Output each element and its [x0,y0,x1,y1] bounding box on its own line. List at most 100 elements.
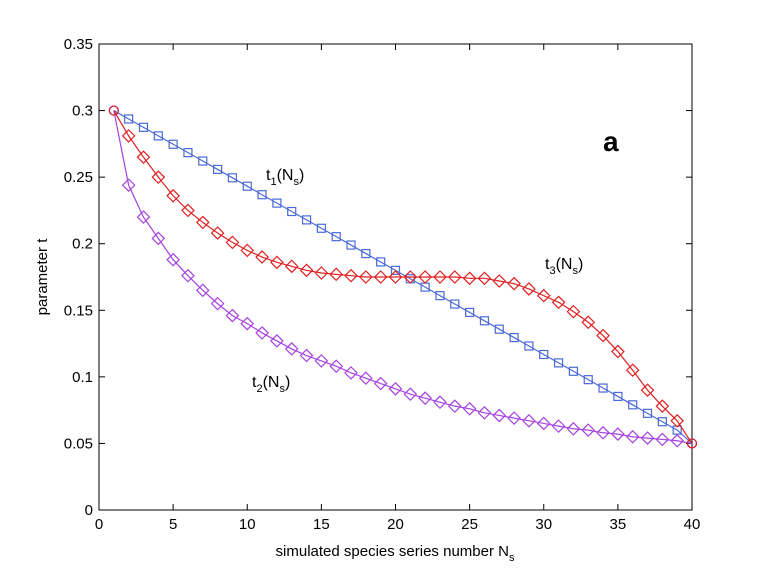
data-point-t1 [450,299,460,309]
data-point-t3 [344,268,358,283]
series-label-t2-mid: (N [263,374,280,391]
data-point-t1 [183,148,193,158]
data-point-t3 [108,105,119,116]
data-point-t3 [462,271,477,286]
data-point-t3 [611,344,625,359]
data-point-t3 [640,383,655,398]
series-line-t3 [113,110,693,444]
data-point-t3 [551,295,566,310]
data-point-t2 [225,308,240,323]
data-point-t3 [670,413,685,428]
data-point-t2 [581,423,596,437]
data-point-t3 [566,304,581,319]
data-point-t1 [568,366,579,376]
series-line-t2 [113,110,693,445]
data-point-t1 [628,400,638,410]
data-point-t3 [433,270,447,284]
data-point-t3 [329,267,344,282]
data-point-t2 [299,348,314,363]
series-label-t1-sub1: 1 [270,176,276,188]
data-point-t3 [373,270,388,284]
data-point-t1 [598,383,608,393]
data-point-t3 [359,270,373,284]
series-label-t2: t2(Ns) [252,374,290,395]
series-label-t2-sub2: s [279,383,285,395]
data-point-t1 [242,181,252,191]
axis-ticks: 0 5 10 15 20 25 30 35 40 0 0.05 0.1 0.15 0.2 0.25 0.3 0.… [64,36,701,533]
x-tick-label: 15 [313,516,330,533]
data-point-t2 [314,354,329,368]
x-tick-label: 5 [169,516,177,533]
data-point-t1 [657,417,667,427]
data-point-t3 [655,399,670,413]
series-group [108,105,698,449]
series-label-t3-sub1: 3 [549,265,555,277]
x-tick-label: 25 [461,516,478,533]
data-point-t1 [138,122,149,132]
data-point-t3 [284,259,299,274]
data-point-t1 [124,114,134,124]
data-point-t2 [477,405,492,420]
data-point-t2 [151,231,166,246]
x-axis-label-sub: s [509,552,515,564]
data-point-t3 [507,276,521,291]
data-point-t2 [373,376,388,391]
data-point-t1 [153,131,163,141]
series-label-t3: t3(Ns) [545,256,583,277]
data-point-t3 [625,363,640,378]
data-point-t1 [479,316,490,326]
data-point-t1 [524,341,534,351]
data-point-t3 [477,271,492,286]
data-point-t3 [522,282,536,296]
data-point-t2 [611,427,625,441]
data-point-t2 [625,429,640,444]
x-tick-label: 10 [239,516,256,533]
data-point-t2 [270,334,284,348]
series-label-t1-mid: (N [277,167,294,184]
y-tick-label: 0.35 [64,36,93,53]
y-axis-label: parameter t [34,238,51,316]
data-point-t1 [301,215,312,225]
series-label-t1-sub2: s [293,176,299,188]
data-point-t3 [225,235,240,250]
data-point-t2 [181,268,195,283]
series-label-t1: t1(Ns) [266,167,304,188]
data-point-t3 [686,438,698,449]
data-point-t3 [581,315,596,330]
data-point-t2 [388,381,403,396]
data-point-t2 [447,399,462,413]
data-point-t1 [346,240,356,250]
x-tick-label: 20 [387,516,404,533]
data-point-t1 [287,206,297,217]
data-point-t1 [583,375,593,385]
data-point-t2 [403,387,418,402]
data-point-t1 [642,408,653,418]
panel-label: a [603,126,619,157]
data-point-t1 [376,257,386,267]
data-point-t2 [433,395,447,410]
x-axis-label-main: simulated species series number N [276,543,509,560]
series-line-t1 [113,110,693,444]
data-point-t2 [551,419,566,433]
data-point-t2 [121,178,136,192]
data-point-t2 [507,411,521,425]
data-point-t3 [536,288,551,303]
x-tick-label: 0 [95,516,103,533]
data-point-t2 [670,433,685,448]
data-point-t1 [198,156,208,166]
data-point-t2 [344,366,358,380]
data-point-t1 [465,307,475,318]
data-point-t2 [195,283,210,298]
data-point-t3 [210,226,225,240]
data-point-t2 [655,432,670,447]
x-axis-label: simulated species series number Ns [276,543,515,564]
series-label-t3-end: ) [578,256,583,273]
data-point-t3 [596,328,610,343]
series-label-t3-main: t [545,256,550,273]
data-point-t3 [314,266,329,280]
series-label-t1-main: t [266,167,271,184]
data-point-t3 [403,270,418,284]
y-tick-label: 0.2 [72,236,93,253]
data-point-t3 [181,203,195,218]
data-point-t3 [166,188,180,203]
